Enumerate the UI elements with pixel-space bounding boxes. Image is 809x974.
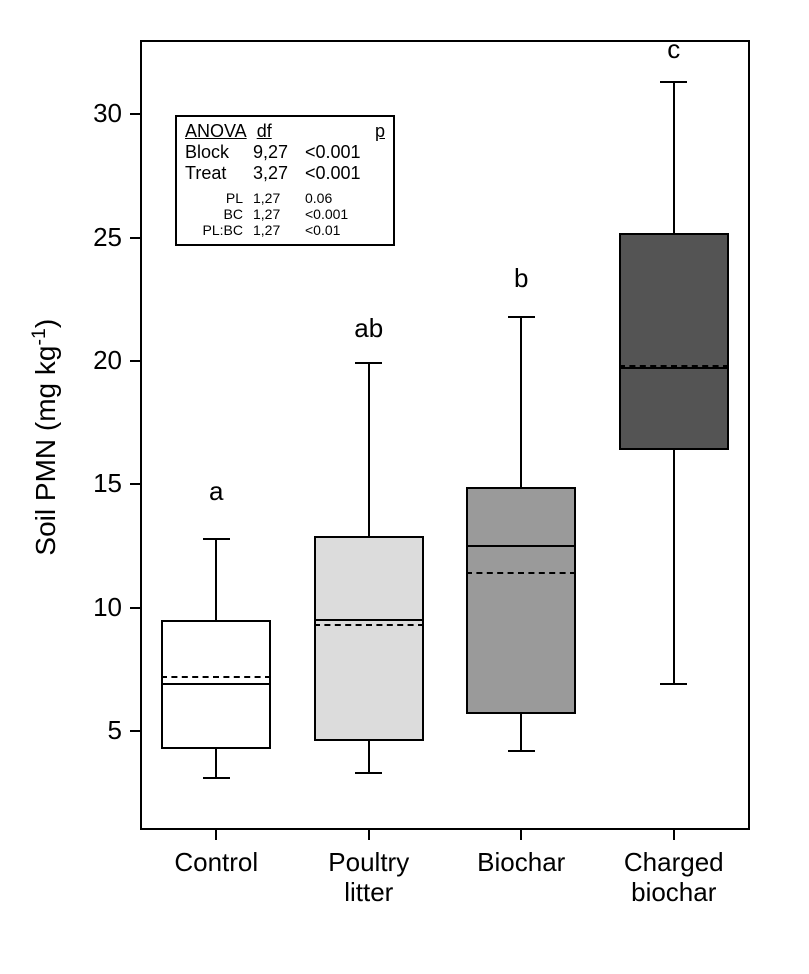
y-tick-mark [130,483,140,485]
anova-sub-rows: PL1,270.06BC1,27<0.001PL:BC1,27<0.01 [185,190,385,238]
whisker-lower [215,749,217,779]
y-tick-mark [130,607,140,609]
anova-header: ANOVA df p [185,121,385,142]
y-tick-label: 10 [70,592,122,623]
median-line [619,367,729,369]
x-tick-mark [673,830,675,840]
anova-sub-row: PL1,270.06 [185,190,385,206]
median-line [161,683,271,685]
x-tick-mark [368,830,370,840]
x-category-label: Chargedbiochar [598,848,751,908]
anova-h1: ANOVA [185,121,247,142]
y-tick-label: 30 [70,98,122,129]
box [466,487,576,714]
whisker-lower [368,741,370,773]
whisker-upper [215,539,217,620]
y-tick-mark [130,113,140,115]
anova-sub-row: BC1,27<0.001 [185,206,385,222]
x-category-label: Biochar [445,848,598,878]
anova-row: Block9,27<0.001 [185,142,385,163]
whisker-cap-upper [355,362,382,364]
x-category-label: Control [140,848,293,878]
whisker-upper [673,82,675,233]
sig-letter: a [186,476,246,507]
y-axis-label: Soil PMN (mg kg-1) [28,42,62,832]
mean-line [161,676,271,678]
x-category-label: Poultrylitter [293,848,446,908]
whisker-lower [673,450,675,685]
whisker-cap-upper [660,81,687,83]
whisker-cap-upper [508,316,535,318]
anova-row: Treat3,27<0.001 [185,163,385,184]
anova-sub-row: PL:BC1,27<0.01 [185,222,385,238]
sig-letter: c [644,34,704,65]
figure-container: Soil PMN (mg kg-1) 5 10 15 20 25 30 a ab b c Con… [0,0,809,974]
mean-line [466,572,576,574]
whisker-cap-lower [355,772,382,774]
median-line [466,545,576,547]
box [314,536,424,741]
mean-line [619,365,729,367]
y-tick-mark [130,730,140,732]
anova-h3: p [375,121,385,142]
y-tick-label: 5 [70,715,122,746]
anova-h2: df [257,121,272,142]
mean-line [314,624,424,626]
x-tick-mark [520,830,522,840]
anova-inset: ANOVA df p Block9,27<0.001Treat3,27<0.00… [175,115,395,246]
anova-main-rows: Block9,27<0.001Treat3,27<0.001 [185,142,385,184]
sig-letter: b [491,263,551,294]
sig-letter: ab [339,313,399,344]
y-tick-mark [130,237,140,239]
whisker-cap-lower [660,683,687,685]
whisker-lower [520,714,522,751]
y-tick-mark [130,360,140,362]
x-tick-mark [215,830,217,840]
whisker-upper [368,363,370,536]
y-tick-label: 15 [70,468,122,499]
whisker-cap-lower [508,750,535,752]
y-tick-label: 25 [70,222,122,253]
median-line [314,619,424,621]
y-tick-label: 20 [70,345,122,376]
whisker-upper [520,317,522,487]
whisker-cap-lower [203,777,230,779]
box [619,233,729,450]
whisker-cap-upper [203,538,230,540]
